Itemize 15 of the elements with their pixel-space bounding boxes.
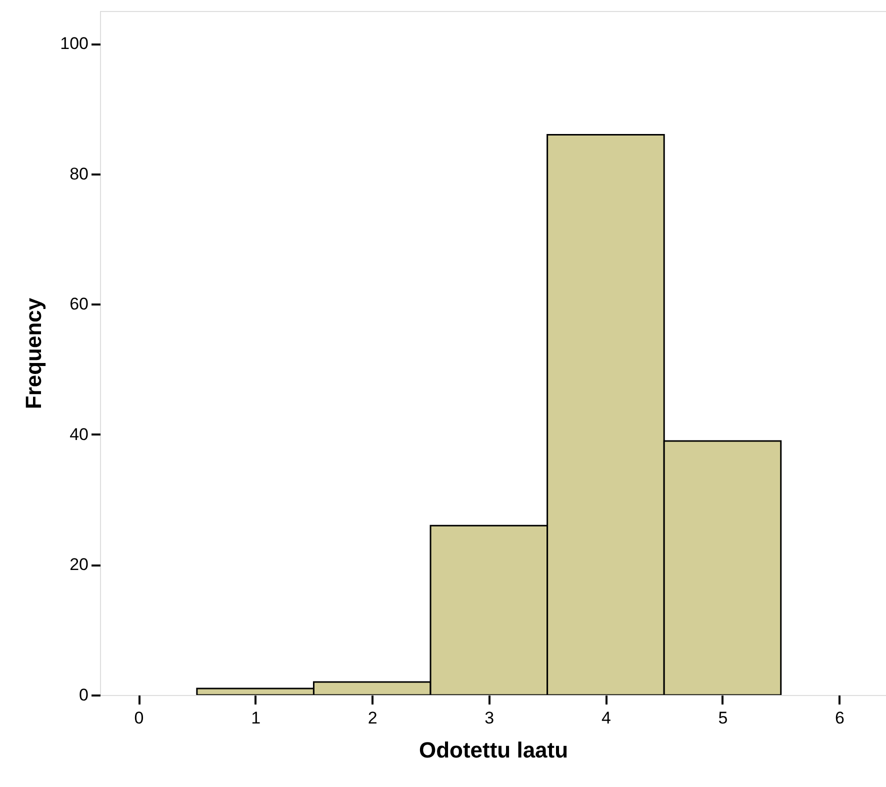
y-tick-label: 0: [79, 686, 88, 704]
y-axis-title: Frequency: [21, 297, 46, 410]
y-tick-label: 20: [70, 555, 88, 574]
x-tick-label: 3: [484, 708, 494, 728]
y-tick-label: 40: [70, 424, 88, 444]
y-tick-label: 80: [70, 164, 88, 184]
x-tick-label: 4: [601, 708, 611, 728]
x-axis-title: Odotettu laatu: [418, 738, 568, 762]
x-tick-label: 1: [251, 708, 261, 728]
x-tick-label: 0: [134, 708, 144, 728]
x-tick-label: 5: [718, 708, 728, 728]
x-tick-label: 6: [835, 708, 845, 728]
y-tick-label: 60: [70, 294, 88, 314]
y-tick-label: 100: [60, 34, 88, 54]
x-tick-label: 2: [368, 708, 378, 728]
